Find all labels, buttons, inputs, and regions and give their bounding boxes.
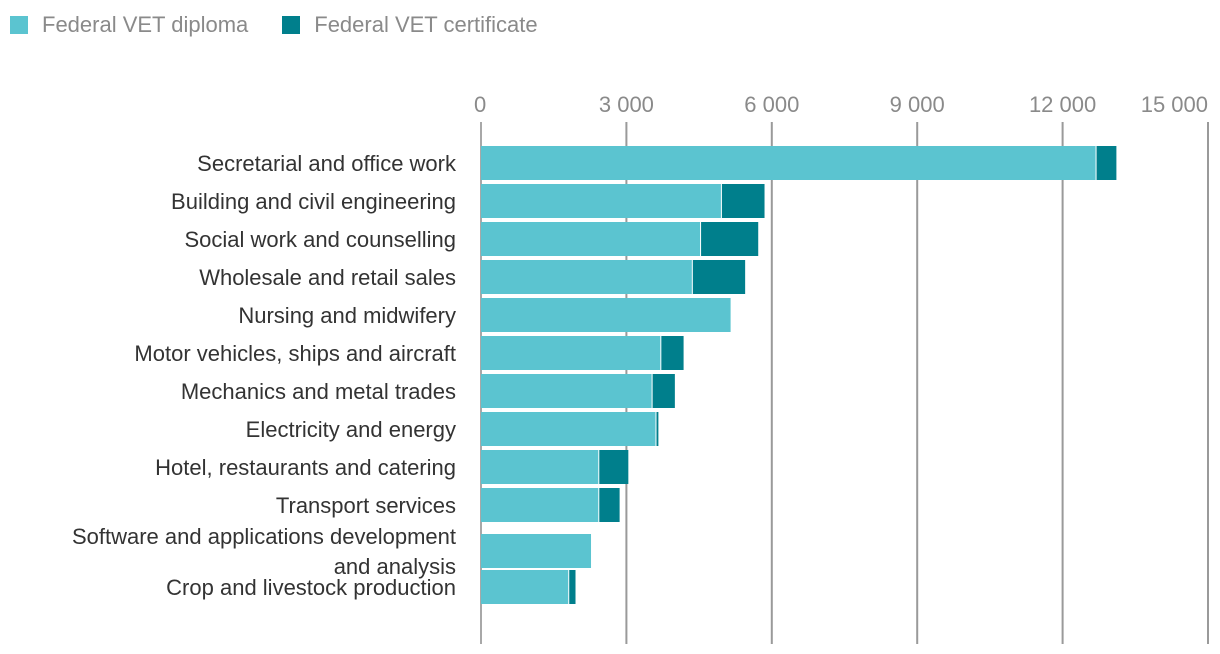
bar-certificate-0 bbox=[1096, 146, 1117, 180]
bar-diploma-6 bbox=[481, 374, 652, 408]
bar-diploma-1 bbox=[481, 184, 721, 218]
category-label-10-line-0: Software and applications development bbox=[72, 524, 456, 549]
bar-certificate-5 bbox=[661, 336, 684, 370]
bar-certificate-6 bbox=[652, 374, 675, 408]
x-tick-label-15000: 15 000 bbox=[1141, 92, 1208, 117]
category-label-6: Mechanics and metal trades bbox=[181, 379, 456, 404]
legend-item-certificate: Federal VET certificate bbox=[282, 12, 538, 38]
legend-item-diploma: Federal VET diploma bbox=[10, 12, 248, 38]
category-label-4: Nursing and midwifery bbox=[238, 303, 456, 328]
legend-label-diploma: Federal VET diploma bbox=[42, 12, 249, 37]
category-label-2: Social work and counselling bbox=[185, 227, 457, 252]
category-label-9: Transport services bbox=[276, 493, 456, 518]
legend-swatch-diploma bbox=[10, 16, 28, 34]
bar-diploma-3 bbox=[481, 260, 692, 294]
bar-diploma-9 bbox=[481, 488, 599, 522]
x-tick-label-3000: 3 000 bbox=[599, 92, 654, 117]
legend-swatch-certificate bbox=[282, 16, 301, 34]
bar-diploma-11 bbox=[481, 570, 569, 604]
bar-diploma-7 bbox=[481, 412, 656, 446]
x-tick-label-0: 0 bbox=[474, 92, 486, 117]
bar-diploma-2 bbox=[481, 222, 701, 256]
bar-certificate-7 bbox=[656, 412, 659, 446]
bar-diploma-4 bbox=[481, 298, 731, 332]
bar-certificate-1 bbox=[721, 184, 765, 218]
bar-diploma-8 bbox=[481, 450, 599, 484]
category-label-3: Wholesale and retail sales bbox=[199, 265, 456, 290]
bar-certificate-3 bbox=[692, 260, 746, 294]
bar-diploma-5 bbox=[481, 336, 661, 370]
bar-certificate-2 bbox=[701, 222, 759, 256]
bar-diploma-10 bbox=[481, 534, 592, 568]
category-label-5: Motor vehicles, ships and aircraft bbox=[134, 341, 456, 366]
bar-diploma-0 bbox=[481, 146, 1096, 180]
category-label-11: Crop and livestock production bbox=[166, 575, 456, 600]
x-tick-label-12000: 12 000 bbox=[1029, 92, 1096, 117]
category-label-7: Electricity and energy bbox=[246, 417, 456, 442]
legend-label-certificate: Federal VET certificate bbox=[314, 12, 538, 37]
bar-certificate-8 bbox=[599, 450, 629, 484]
bar-certificate-9 bbox=[599, 488, 620, 522]
legend: Federal VET diploma Federal VET certific… bbox=[10, 12, 538, 38]
x-tick-label-6000: 6 000 bbox=[744, 92, 799, 117]
category-label-1: Building and civil engineering bbox=[171, 189, 456, 214]
category-label-10-line-1: and analysis bbox=[334, 554, 456, 579]
category-label-8: Hotel, restaurants and catering bbox=[155, 455, 456, 480]
bar-certificate-11 bbox=[569, 570, 576, 604]
category-label-0: Secretarial and office work bbox=[197, 151, 457, 176]
x-tick-label-9000: 9 000 bbox=[890, 92, 945, 117]
